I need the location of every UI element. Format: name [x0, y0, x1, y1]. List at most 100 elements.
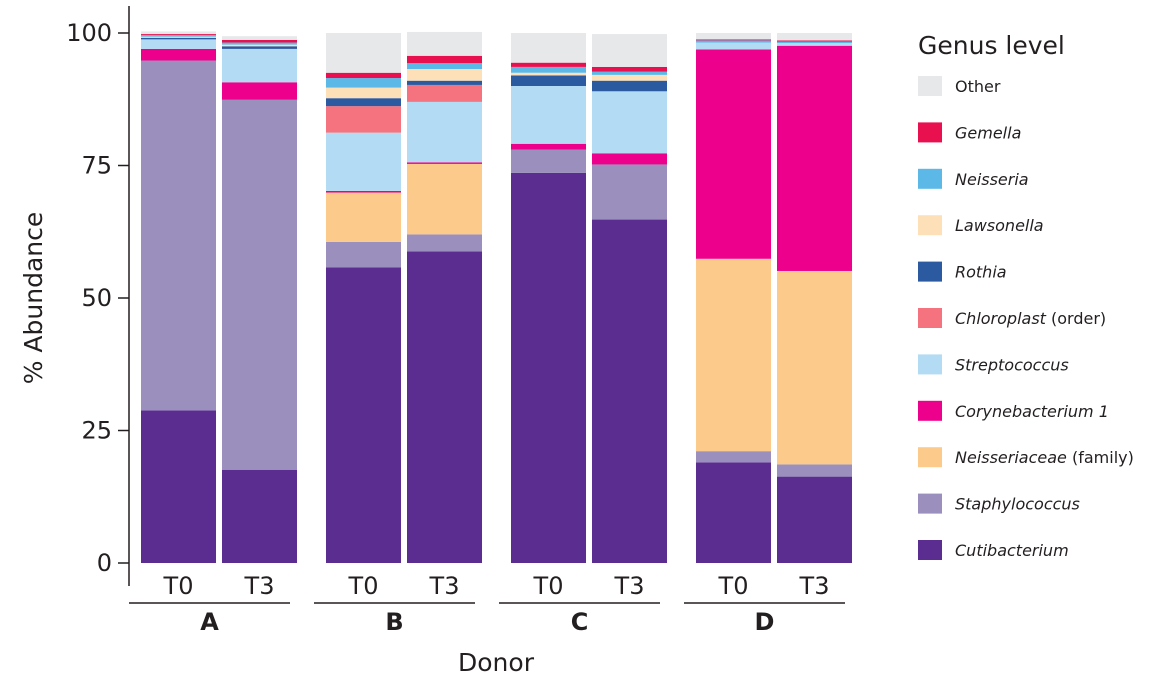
- bar-segment-gemella: [511, 62, 586, 67]
- bar-segment-gemella: [592, 66, 667, 72]
- bar-segment-neisseria: [696, 40, 771, 43]
- bar-segment-staphylococcus: [141, 60, 216, 411]
- legend-label: Lawsonella: [955, 216, 1044, 235]
- legend-items: Other Gemella Neisseria Lawsonella Rothia Chl…: [918, 76, 1134, 560]
- y-tick-label: 25: [81, 417, 112, 445]
- bar-segment-neisseriaceae: [407, 163, 482, 235]
- bar-A-T0: [141, 31, 216, 563]
- bar-B-T0: [326, 33, 401, 563]
- bar-segment-staphylococcus: [222, 99, 297, 470]
- bar-segment-staphylococcus: [511, 149, 586, 173]
- bar-segment-neisseriaceae: [696, 258, 771, 452]
- legend-title: Genus level: [918, 31, 1065, 60]
- bar-segment-streptococcus: [696, 42, 771, 50]
- bar-segment-rothia: [511, 75, 586, 86]
- bar-segment-chloroplast: [407, 84, 482, 102]
- bar-segment-rothia: [326, 98, 401, 107]
- bar-segment-lawsonella: [407, 69, 482, 81]
- bar-segment-streptococcus: [407, 101, 482, 163]
- bar-segment-staphylococcus: [696, 451, 771, 463]
- bar-segment-corynebacterium-1: [511, 143, 586, 150]
- bar-D-T0: [696, 33, 771, 563]
- bar-segment-other: [326, 33, 401, 73]
- bar-segment-chloroplast: [326, 106, 401, 133]
- legend-label: Other: [955, 77, 1001, 96]
- legend-swatch: [918, 540, 942, 560]
- bar-segment-neisseria: [326, 78, 401, 88]
- legend-item-rothia: Rothia: [918, 261, 1007, 282]
- bar-segment-cutibacterium: [777, 476, 852, 563]
- bar-segment-neisseriaceae: [326, 192, 401, 242]
- legend: Genus level Other Gemella Neisseria Lawsone…: [918, 31, 1134, 560]
- bar-segment-corynebacterium-1: [141, 48, 216, 61]
- legend-suffix: (family): [1067, 448, 1134, 467]
- bar-segment-cutibacterium: [592, 219, 667, 563]
- bar-segment-neisseria: [777, 41, 852, 44]
- bar-segment-other: [511, 33, 586, 63]
- legend-suffix: (order): [1046, 309, 1106, 328]
- bar-segment-corynebacterium-1: [407, 162, 482, 164]
- bar-segment-streptococcus: [777, 43, 852, 46]
- bar-segment-other: [141, 31, 216, 35]
- donor-label-b: B: [385, 608, 403, 636]
- bar-segment-streptococcus: [141, 39, 216, 49]
- bar-segment-cutibacterium: [696, 462, 771, 563]
- legend-swatch: [918, 400, 942, 421]
- x-tick-label: T0: [163, 572, 194, 600]
- axes: 0 25 50 75 100 % Abundance: [19, 6, 130, 586]
- bar-A-T3: [222, 36, 297, 563]
- bar-segment-gemella: [141, 34, 216, 36]
- donor-groups: A B C D: [129, 602, 845, 636]
- bar-segment-neisseria: [592, 71, 667, 75]
- bar-segment-lawsonella: [326, 87, 401, 99]
- legend-item-neisseriaceae: Neisseriaceae (family): [918, 447, 1134, 468]
- legend-item-cutibacterium: Cutibacterium: [918, 540, 1069, 560]
- bar-segment-neisseria: [407, 63, 482, 70]
- y-ticks: 0 25 50 75 100: [66, 19, 129, 577]
- legend-label: Neisseria: [955, 170, 1029, 189]
- legend-item-chloroplast: Chloroplast (order): [918, 308, 1106, 328]
- bar-C-T3: [592, 34, 667, 563]
- x-tick-label: T0: [533, 572, 564, 600]
- legend-swatch: [918, 447, 942, 468]
- legend-swatch: [918, 122, 942, 143]
- bar-segment-gemella: [222, 39, 297, 43]
- bar-segment-lawsonella: [141, 36, 216, 38]
- bar-segment-lawsonella: [592, 74, 667, 81]
- bar-segment-other: [777, 33, 852, 41]
- x-tick-label: T0: [718, 572, 749, 600]
- donor-label-d: D: [755, 608, 775, 636]
- bar-B-T3: [407, 31, 482, 564]
- legend-label: Chloroplast (order): [955, 309, 1106, 328]
- x-tick-label: T3: [429, 572, 460, 600]
- legend-swatch: [918, 215, 942, 236]
- legend-item-lawsonella: Lawsonella: [918, 215, 1044, 236]
- bar-D-T3: [777, 33, 852, 563]
- bar-segment-staphylococcus: [777, 464, 852, 477]
- legend-label: Streptococcus: [955, 355, 1069, 374]
- legend-swatch: [918, 168, 942, 189]
- bar-segment-other: [696, 33, 771, 40]
- x-tick-label: T3: [244, 572, 275, 600]
- legend-item-streptococcus: Streptococcus: [918, 354, 1069, 375]
- legend-item-staphylococcus: Staphylococcus: [918, 493, 1080, 514]
- bar-segment-corynebacterium-1: [222, 82, 297, 100]
- bar-segment-other: [222, 36, 297, 40]
- x-tick-label: T3: [614, 572, 645, 600]
- bar-segment-cutibacterium: [326, 267, 401, 563]
- bar-segment-cutibacterium: [141, 410, 216, 563]
- bar-segment-gemella: [777, 40, 852, 42]
- bar-segment-streptococcus: [592, 91, 667, 154]
- bar-segment-staphylococcus: [326, 241, 401, 268]
- bar-segment-cutibacterium: [511, 172, 586, 564]
- legend-swatch: [918, 76, 942, 96]
- donor-label-c: C: [571, 608, 589, 636]
- legend-label: Staphylococcus: [955, 495, 1080, 514]
- bar-segment-gemella: [326, 72, 401, 79]
- legend-item-gemella: Gemella: [918, 122, 1021, 143]
- bar-segment-corynebacterium-1: [696, 49, 771, 259]
- donor-label-a: A: [200, 608, 219, 636]
- y-axis-title: % Abundance: [19, 212, 48, 385]
- y-tick-label: 75: [81, 152, 112, 180]
